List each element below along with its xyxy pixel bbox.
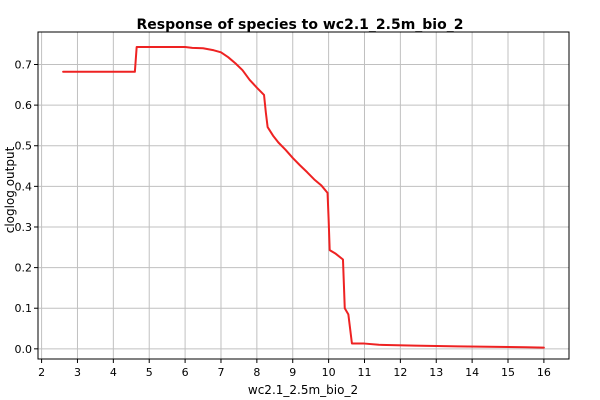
x-tick-label: 14 <box>465 366 479 379</box>
chart-title: Response of species to wc2.1_2.5m_bio_2 <box>137 17 464 33</box>
x-tick-label: 4 <box>110 366 117 379</box>
y-axis-label: cloglog output <box>3 146 17 233</box>
y-tick-labels: 0.0 0.1 0.2 0.3 0.4 0.5 0.6 0.7 <box>15 58 33 355</box>
x-tick-label: 7 <box>217 366 224 379</box>
plot-area-frame <box>37 31 570 360</box>
x-tick-label: 9 <box>289 366 296 379</box>
y-tick-label: 0.4 <box>15 180 33 193</box>
x-tick-label: 2 <box>38 366 45 379</box>
x-tick-label: 13 <box>429 366 443 379</box>
x-tick-label: 8 <box>253 366 260 379</box>
grid-lines <box>38 32 569 359</box>
x-tick-label: 12 <box>393 366 407 379</box>
x-axis-label: wc2.1_2.5m_bio_2 <box>248 383 358 397</box>
x-tick-labels: 2 3 4 5 6 7 8 9 10 11 12 13 14 15 16 <box>38 366 551 379</box>
x-tick-label: 6 <box>182 366 189 379</box>
y-tick-label: 0.6 <box>15 99 33 112</box>
y-tick-label: 0.7 <box>15 58 33 71</box>
y-tick-label: 0.3 <box>15 221 33 234</box>
y-tick-label: 0.5 <box>15 140 33 153</box>
response-curve-line <box>62 46 545 349</box>
x-tick-label: 10 <box>322 366 336 379</box>
x-tick-label: 15 <box>501 366 515 379</box>
y-tick-label: 0.2 <box>15 262 33 275</box>
x-tick-label: 5 <box>146 366 153 379</box>
y-tick-label: 0.1 <box>15 302 33 315</box>
y-tick-label: 0.0 <box>15 343 33 356</box>
x-tick-label: 16 <box>537 366 551 379</box>
x-tick-label: 11 <box>357 366 371 379</box>
x-tick-label: 3 <box>74 366 81 379</box>
axis-ticks <box>34 63 545 363</box>
data-series <box>62 46 545 349</box>
